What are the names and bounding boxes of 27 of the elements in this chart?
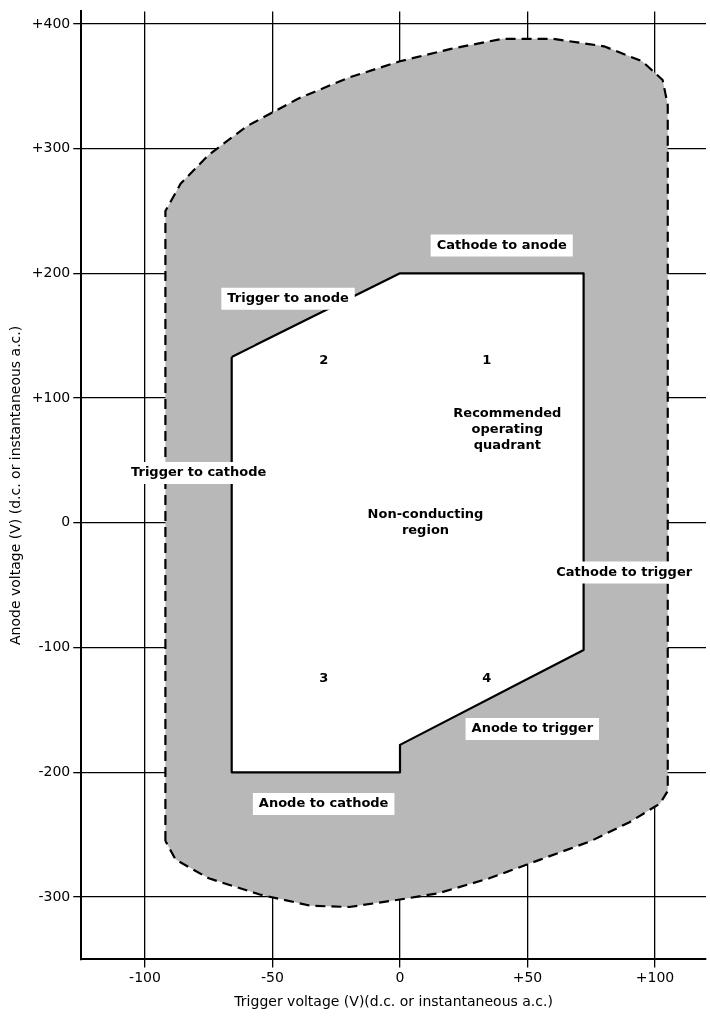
y-tick-label: +100 [31,388,71,405]
annotation: Non-conducting region [367,505,484,537]
x-tick-label: +50 [512,969,543,986]
y-tick-label: +400 [31,14,71,31]
y-tick-label: 0 [61,513,71,530]
x-axis-title: Trigger voltage (V)(d.c. or instantaneous a.c.) [233,993,553,1010]
x-tick-label: -50 [261,969,284,986]
annotation: Anode to trigger [471,720,594,736]
y-tick-label: +300 [31,139,71,156]
y-tick-label: +200 [31,263,71,280]
x-tick-label: +100 [635,969,675,986]
annotation: Recommended operating quadrant [453,404,562,452]
x-tick-label: -100 [129,969,161,986]
annotation: 3 [319,670,329,686]
y-tick-label: -200 [38,762,71,779]
annotation: 4 [482,670,492,686]
annotation: Cathode to trigger [556,563,693,579]
annotation: Cathode to anode [436,236,567,252]
annotation: Trigger to anode [227,290,349,306]
x-tick-label: 0 [395,969,405,986]
y-tick-label: -300 [38,887,71,904]
annotation: 2 [319,351,329,367]
y-tick-label: -100 [38,638,71,655]
annotation: Trigger to cathode [131,464,267,480]
annotation: Anode to cathode [258,795,389,811]
y-axis-title: Anode voltage (V) (d.c. or instantaneous a.c.) [7,325,24,646]
annotation: 1 [482,351,492,367]
